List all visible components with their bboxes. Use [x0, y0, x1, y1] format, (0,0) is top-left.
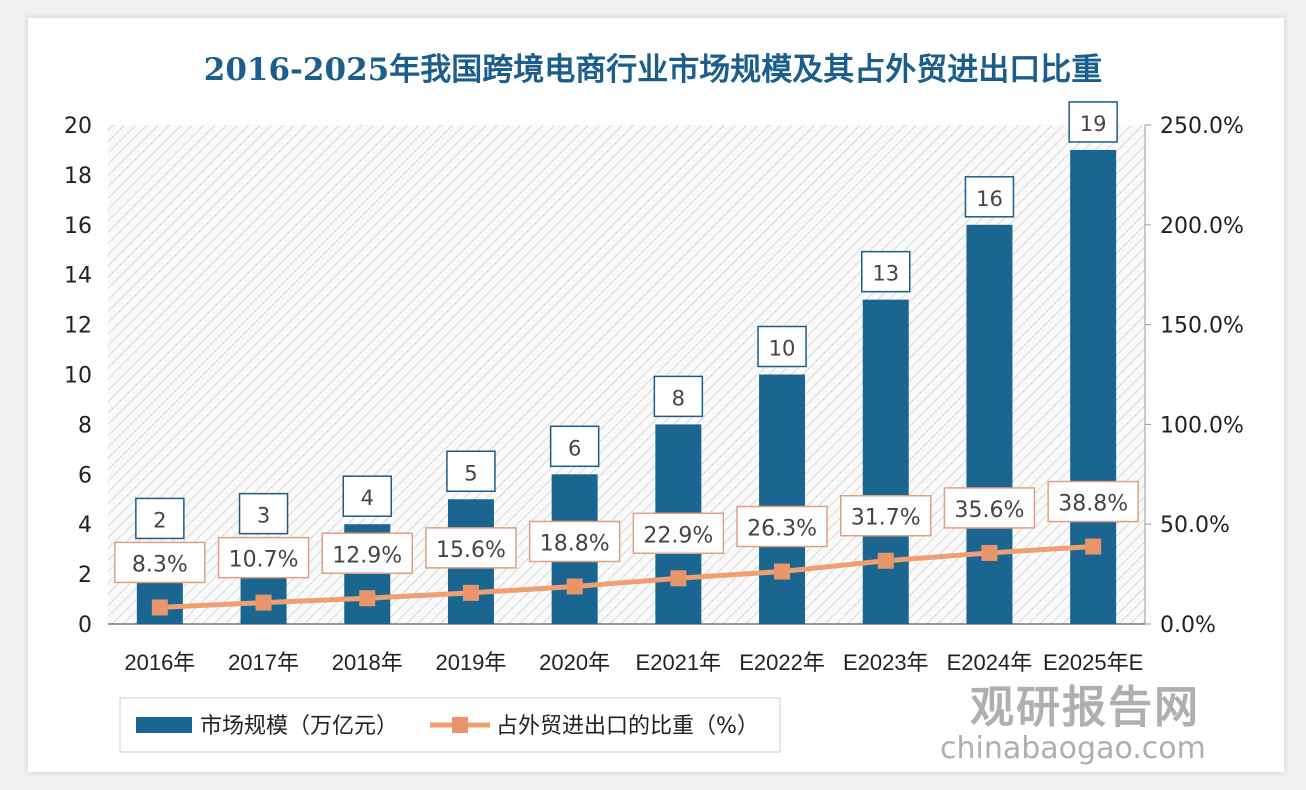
- line-label-box: [217, 536, 310, 579]
- x-tick-label: 2016年: [124, 650, 195, 675]
- line-label-box: [114, 541, 206, 584]
- x-tick-label: 2020年: [539, 650, 610, 675]
- series-line: [159, 544, 1094, 610]
- line-label-box: [840, 494, 932, 537]
- legend-line-label: 占外贸进出口的比重（%）: [496, 714, 759, 739]
- y2-tick-label: 200.0%: [1160, 214, 1244, 239]
- bar: [862, 299, 909, 624]
- line-data-label: 31.7%: [851, 506, 921, 531]
- y-tick-label: 2: [78, 563, 92, 588]
- bar-label-box: [549, 425, 600, 468]
- x-tick-label: 2017年: [228, 650, 299, 675]
- line-label-box: [425, 527, 517, 569]
- line-data-label: 35.6%: [955, 498, 1025, 523]
- y-tick-label: 14: [64, 264, 92, 289]
- y-tick-label: 20: [64, 114, 92, 139]
- line-marker: [774, 563, 791, 580]
- legend-bar-label: 市场规模（万亿元）: [200, 714, 398, 739]
- bar: [759, 374, 806, 624]
- x-tick-label: 2019年: [435, 650, 506, 675]
- bar-data-label: 4: [361, 486, 374, 510]
- x-tick-label: E2024年: [947, 650, 1033, 675]
- line-marker: [151, 599, 168, 616]
- watermark-cn: 观研报告网: [970, 682, 1200, 733]
- bar-data-label: 19: [1080, 112, 1107, 136]
- y-tick-label: 6: [78, 463, 92, 488]
- legend-bar-swatch: [136, 717, 192, 733]
- x-tick-label: 2018年: [332, 650, 403, 675]
- y2-tick-label: 150.0%: [1160, 314, 1244, 339]
- line-label-box: [321, 532, 413, 575]
- line-data-label: 12.9%: [332, 543, 402, 568]
- bar-label-box: [1068, 101, 1118, 143]
- line-label-box: [528, 520, 621, 563]
- line-marker: [462, 584, 479, 601]
- legend-line-marker: [452, 717, 468, 733]
- x-tick-label: E2023年: [843, 650, 929, 675]
- x-tick-label: E2021年: [636, 650, 722, 675]
- line-label-box: [943, 487, 1036, 529]
- chart-title: 2016-2025年我国跨境电商行业市场规模及其占外贸进出口比重: [203, 52, 1103, 88]
- line-marker: [877, 552, 894, 569]
- y2-tick-label: 100.0%: [1160, 413, 1244, 438]
- bar-data-label: 13: [872, 262, 899, 286]
- bar-data-label: 3: [257, 504, 270, 528]
- y-tick-label: 8: [78, 413, 92, 438]
- bar-data-label: 8: [672, 386, 685, 410]
- y-tick-label: 12: [64, 314, 92, 339]
- line-data-label: 38.8%: [1058, 492, 1128, 517]
- y2-tick-label: 250.0%: [1160, 114, 1244, 139]
- bar-label-box: [238, 492, 289, 535]
- bar-label-box: [135, 497, 185, 540]
- line-data-label: 10.7%: [229, 548, 299, 573]
- watermark: 观研报告网 chinabaogao.com: [930, 684, 1206, 766]
- line-data-label: 8.3%: [132, 552, 188, 577]
- bar-data-label: 6: [568, 436, 581, 460]
- line-marker: [359, 590, 376, 607]
- line-label-box: [632, 512, 725, 555]
- line-label-box: [736, 505, 828, 548]
- y-tick-label: 4: [78, 513, 92, 538]
- bar-data-label: 5: [464, 461, 477, 485]
- line-label-box: [1047, 480, 1139, 523]
- bar: [966, 224, 1013, 625]
- bar-data-label: 10: [769, 337, 796, 361]
- bar-label-box: [342, 475, 392, 517]
- y-tick-label: 16: [64, 214, 92, 239]
- line-data-label: 22.9%: [643, 523, 713, 548]
- line-marker: [255, 594, 272, 611]
- y2-tick-label: 0.0%: [1160, 613, 1216, 638]
- y-tick-label: 0: [78, 613, 92, 638]
- bar-label-box: [964, 176, 1015, 218]
- y2-tick-label: 50.0%: [1160, 513, 1230, 538]
- line-marker: [670, 570, 687, 587]
- line-marker: [981, 544, 998, 561]
- bar-data-label: 2: [153, 508, 166, 532]
- watermark-en: chinabaogao.com: [940, 731, 1206, 766]
- x-tick-label: E2022年: [739, 650, 825, 675]
- bar-label-box: [861, 250, 911, 293]
- line-data-label: 15.6%: [436, 538, 506, 563]
- line-marker: [566, 578, 583, 595]
- bar-label-box: [757, 325, 807, 368]
- line-data-label: 26.3%: [747, 517, 817, 542]
- y-tick-label: 10: [64, 364, 92, 389]
- y-tick-label: 18: [64, 164, 92, 189]
- bar-label-box: [653, 375, 704, 418]
- bar-label-box: [446, 450, 496, 492]
- line-data-label: 18.8%: [540, 531, 610, 556]
- line-marker: [1085, 538, 1102, 555]
- x-tick-label: E2025年E: [1043, 650, 1143, 675]
- bar-data-label: 16: [976, 187, 1003, 211]
